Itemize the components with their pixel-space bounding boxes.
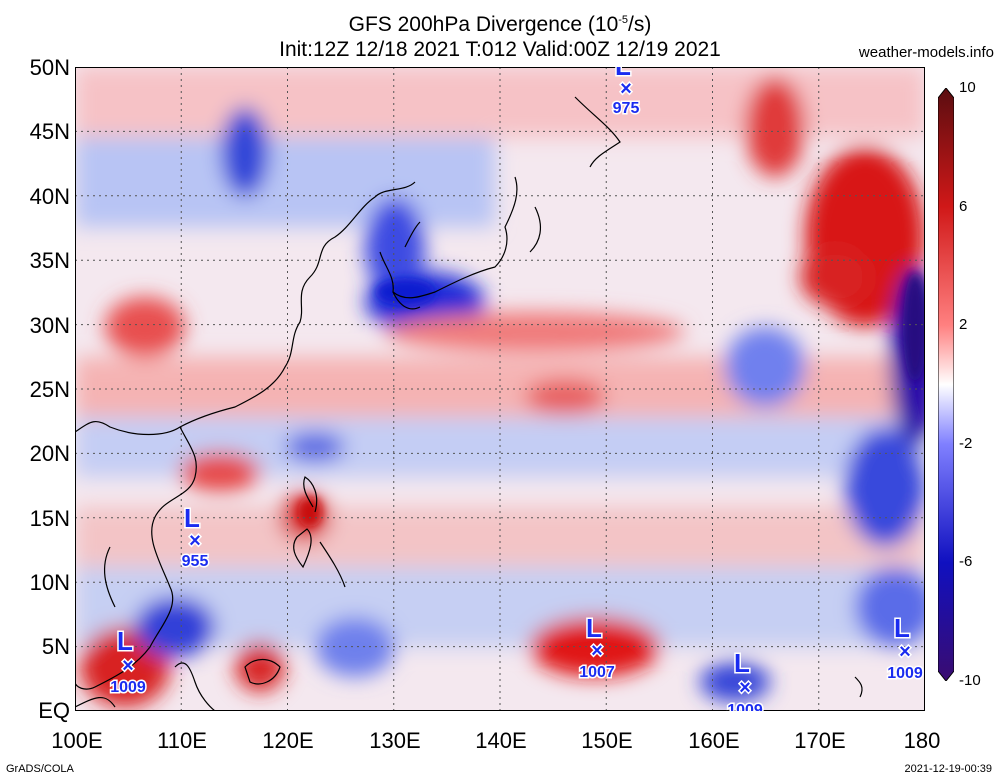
x-label: 180	[903, 728, 941, 753]
low-x-icon: ×	[122, 655, 134, 677]
low-marker: L × 955	[180, 502, 210, 572]
colorbar-label: 2	[959, 316, 968, 333]
low-pressure: 1009	[110, 679, 146, 696]
low-x-icon: ×	[739, 677, 751, 699]
divergence-map: L × 975 L × 955 L × 1009 L × 1007 L × 10…	[75, 67, 925, 711]
low-pressure: 1009	[727, 702, 763, 711]
y-label: 40N	[29, 184, 70, 209]
y-label: EQ	[38, 698, 70, 723]
low-pressure: 1009	[887, 665, 923, 682]
low-marker: L × 1009	[726, 647, 765, 712]
title-line-2: Init:12Z 12/18 2021 T:012 Valid:00Z 12/1…	[279, 38, 721, 61]
y-label: 20N	[29, 441, 70, 466]
low-letter: L	[586, 613, 602, 643]
coastlines	[75, 96, 863, 711]
title-units: /s)	[628, 13, 652, 36]
x-label: 130E	[369, 728, 421, 753]
y-label: 5N	[41, 634, 70, 659]
low-pressure: 975	[613, 100, 640, 117]
low-markers: L × 975 L × 955 L × 1009 L × 1007 L × 10…	[109, 67, 925, 712]
title-line-1: GFS 200hPa Divergence (10-5/s)	[0, 8, 1000, 37]
footer-credit: GrADS/COLA	[6, 763, 74, 775]
map-frame	[75, 67, 925, 711]
footer-timestamp: 2021-12-19-00:39	[904, 763, 992, 775]
colorbar-label: 10	[959, 79, 976, 96]
x-label: 170E	[794, 728, 846, 753]
low-x-icon: ×	[591, 640, 603, 662]
x-label: 120E	[262, 728, 314, 753]
low-marker: L × 1009	[109, 625, 148, 698]
low-marker: L × 1007	[578, 612, 617, 683]
site-credit: weather-models.info	[858, 44, 994, 61]
colorbar-label: -2	[959, 435, 973, 452]
colorbar-label: -10	[959, 672, 981, 689]
colorbar	[938, 88, 954, 681]
low-marker: L × 1009	[886, 612, 925, 684]
x-label: 150E	[581, 728, 633, 753]
low-pressure: 955	[182, 553, 209, 570]
x-label: 110E	[157, 728, 207, 753]
y-label: 15N	[29, 506, 70, 531]
x-label: 140E	[475, 728, 527, 753]
y-label: 25N	[29, 377, 70, 402]
y-label: 35N	[29, 248, 70, 273]
x-label: 100E	[51, 728, 103, 753]
low-letter: L	[117, 626, 133, 656]
graticule	[75, 67, 925, 711]
low-x-icon: ×	[189, 530, 201, 552]
low-letter: L	[184, 503, 200, 533]
y-label: 10N	[29, 570, 70, 595]
colorbar-label: -6	[959, 553, 973, 570]
y-label: 45N	[29, 119, 70, 144]
y-label: 50N	[29, 55, 70, 80]
low-x-icon: ×	[620, 78, 632, 100]
low-letter: L	[734, 648, 750, 678]
low-pressure: 1007	[579, 664, 615, 681]
title-superscript: -5	[618, 14, 629, 26]
x-label: 160E	[688, 728, 740, 753]
title-text: GFS 200hPa Divergence (10	[348, 13, 619, 36]
divergence-detail	[298, 272, 925, 527]
low-letter: L	[615, 67, 631, 81]
y-label: 30N	[29, 313, 70, 338]
low-marker: L × 975	[611, 67, 641, 119]
low-letter: L	[894, 613, 910, 643]
low-x-icon: ×	[899, 641, 911, 663]
colorbar-label: 6	[959, 198, 968, 215]
